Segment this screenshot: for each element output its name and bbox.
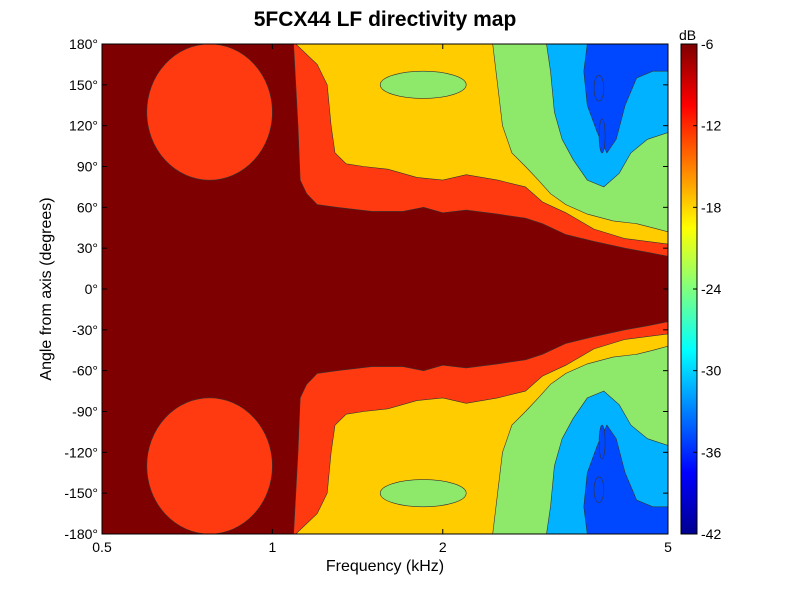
contour-feature-2-upper [593,74,605,102]
y-tick-label: 30° [77,240,98,256]
y-tick-label: 180° [69,36,98,52]
contour-feature-2-lower [593,476,605,503]
contour-feature-0-upper [146,44,273,181]
colorbar: -6 -12 -18 -24 -30 -36 -42 [680,36,721,542]
colorbar-tick-label: -36 [701,444,721,460]
x-axis-label: Frequency (kHz) [326,558,444,575]
contour-feature-0-lower [146,397,273,534]
contour-feature-3-upper [598,118,606,154]
x-tick-label: 1 [268,539,276,555]
y-tick-label: -150° [64,485,98,501]
contour-feature-3-lower [598,424,606,460]
y-tick-label: -90° [72,404,98,420]
y-tick-label: 90° [77,159,98,175]
plot-area [102,44,668,534]
chart-title: 5FCX44 LF directivity map [254,8,517,31]
x-axis: 0.5 1 2 5 [92,44,672,555]
colorbar-tick-label: -12 [701,118,721,134]
contour-feature-1-upper [379,70,467,99]
colorbar-tick-label: -42 [701,526,721,542]
y-tick-label: -30° [72,322,98,338]
colorbar-tick-label: -30 [701,363,721,379]
colorbar-tick-label: -24 [701,281,721,297]
y-tick-label: 150° [69,77,98,93]
y-tick-label: -60° [72,363,98,379]
y-tick-label: 0° [85,281,98,297]
colorbar-tick-label: -18 [701,199,721,215]
x-tick-label: 0.5 [92,539,112,555]
y-tick-label: 120° [69,118,98,134]
y-tick-label: 60° [77,199,98,215]
y-axis-label: Angle from axis (degrees) [38,197,55,380]
x-tick-label: 5 [664,539,672,555]
colorbar-label: dB [679,27,696,43]
contour-feature-1-lower [379,479,467,508]
y-axis: 180° 150° 120° 90° 60° 30° 0° -30° -60° -90° -120°… [64,36,668,542]
x-tick-label: 2 [439,539,447,555]
y-tick-label: -120° [64,444,98,460]
y-tick-label: -180° [64,526,98,542]
colorbar-tick-label: -6 [701,36,714,52]
